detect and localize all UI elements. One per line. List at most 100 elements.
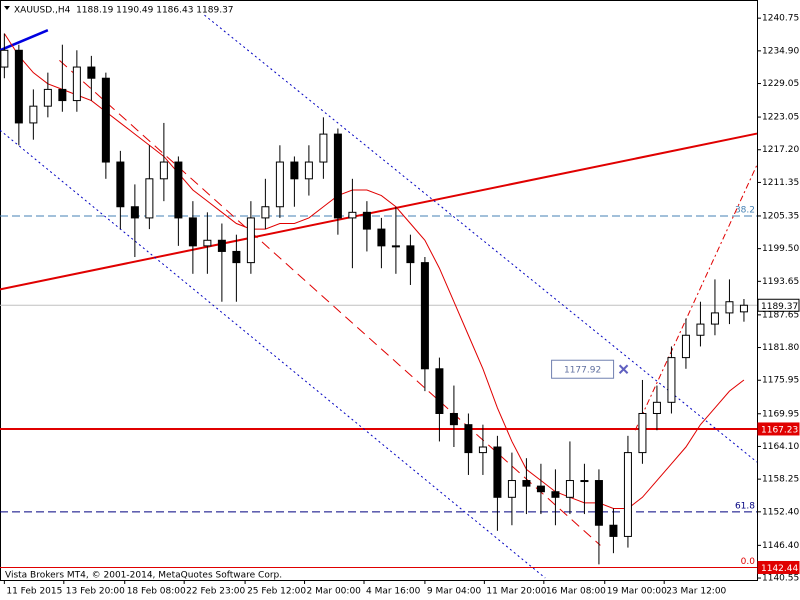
callout-label: 1177.92 <box>564 366 601 376</box>
candle-body <box>536 485 545 493</box>
candle-body <box>275 161 284 208</box>
y-tick-label: 1223.05 <box>762 113 799 123</box>
price-tag <box>757 560 800 574</box>
y-tick-label: 1193.65 <box>762 277 799 287</box>
trend-line <box>0 132 758 291</box>
candle-body <box>261 206 270 219</box>
title-arrow <box>4 6 10 10</box>
x-tick-label: 18 Feb 08:00 <box>127 587 186 597</box>
price-tag-label: 1167.23 <box>761 425 798 435</box>
candle-body <box>72 66 81 102</box>
candle-body <box>696 323 705 336</box>
y-tick-label: 1140.55 <box>762 574 799 584</box>
y-tick-label: 1199.50 <box>762 244 799 254</box>
x-tick-label: 25 Feb 12:00 <box>247 587 306 597</box>
x-tick-label: 4 Mar 16:00 <box>366 587 421 597</box>
candle-body <box>362 211 371 230</box>
candle-body <box>130 206 139 219</box>
y-tick-label: 1205.35 <box>762 211 799 221</box>
candle-body <box>667 357 676 403</box>
trend-line <box>59 59 601 546</box>
candle-body <box>188 217 197 247</box>
callout-box <box>551 359 615 379</box>
candle-body <box>464 424 473 454</box>
candle-body <box>377 228 386 247</box>
candle-body <box>739 304 748 313</box>
candle-body <box>681 334 690 359</box>
candle-body <box>391 245 400 248</box>
x-tick-label: 11 Feb 2015 <box>6 587 62 597</box>
y-tick-label: 1217.20 <box>762 145 799 155</box>
y-tick-label: 1169.95 <box>762 409 799 419</box>
plot-frame <box>0 0 758 581</box>
candle-body <box>304 161 313 180</box>
x-tick-label: 19 Mar 00:00 <box>607 587 667 597</box>
candle-body <box>565 480 574 498</box>
y-tick-label: 1158.25 <box>762 475 799 485</box>
candle-body <box>507 480 516 498</box>
moving-average <box>3 33 745 509</box>
candle-body <box>174 161 183 219</box>
y-tick-label: 1187.65 <box>762 310 799 320</box>
candle-body <box>159 161 168 180</box>
candle-body <box>623 452 632 537</box>
price-tag <box>757 298 800 312</box>
candle-body <box>14 49 23 124</box>
candle-body <box>435 368 444 414</box>
candle-body <box>522 480 531 487</box>
candle-body <box>319 133 328 163</box>
y-tick-label: 1229.05 <box>762 79 799 89</box>
footer: Vista Brokers MT4, © 2001-2014, MetaQuot… <box>5 571 282 581</box>
x-tick-label: 23 Mar 12:00 <box>666 587 726 597</box>
chart-title: XAUUSD.,H4 1188.19 1190.49 1186.43 1189.… <box>14 6 234 16</box>
price-tag-label: 1142.44 <box>761 564 798 574</box>
candle-body <box>290 161 299 180</box>
y-tick-label: 1240.75 <box>762 14 799 24</box>
candle-body <box>609 524 618 537</box>
candle-body <box>725 301 734 314</box>
candle-body <box>493 446 502 498</box>
candle-body <box>406 245 415 264</box>
candle-body <box>580 480 589 483</box>
footer-bg <box>2 569 272 580</box>
candle-body <box>0 49 9 68</box>
level-label: 38.2 <box>735 205 755 215</box>
candle-body <box>116 161 125 208</box>
callout-marker <box>618 364 629 374</box>
y-tick-label: 1146.40 <box>762 541 799 551</box>
candle-body <box>333 133 342 219</box>
candle-body <box>145 178 154 219</box>
candle-body <box>551 491 560 498</box>
trend-line <box>634 164 758 431</box>
candle-body <box>710 312 719 325</box>
x-tick-label: 11 Mar 20:00 <box>486 587 546 597</box>
candle-body <box>348 211 357 219</box>
candle-body <box>58 88 67 102</box>
y-tick-label: 1164.10 <box>762 442 799 452</box>
candle-body <box>203 239 212 247</box>
candle-body <box>638 412 647 454</box>
price-tag <box>757 422 800 436</box>
candle-body <box>232 250 241 264</box>
level-label: 61.8 <box>735 501 755 511</box>
trend-line <box>204 14 758 463</box>
trend-line <box>0 29 49 52</box>
candle-body <box>594 480 603 526</box>
level-label: 0.0 <box>741 557 756 567</box>
x-tick-label: 16 Mar 08:00 <box>546 587 606 597</box>
candle-body <box>246 217 255 264</box>
candle-body <box>101 77 110 163</box>
candle-body <box>652 401 661 414</box>
y-tick-label: 1234.90 <box>762 46 799 56</box>
candle-body <box>449 412 458 426</box>
candle-body <box>478 446 487 454</box>
candle-body <box>420 262 429 370</box>
x-tick-label: 13 Feb 20:00 <box>66 587 125 597</box>
candle-body <box>87 66 96 79</box>
y-tick-label: 1152.40 <box>762 507 799 517</box>
candle-body <box>29 105 38 124</box>
x-tick-label: 22 Feb 23:00 <box>186 587 245 597</box>
x-tick-label: 2 Mar 00:00 <box>307 587 362 597</box>
